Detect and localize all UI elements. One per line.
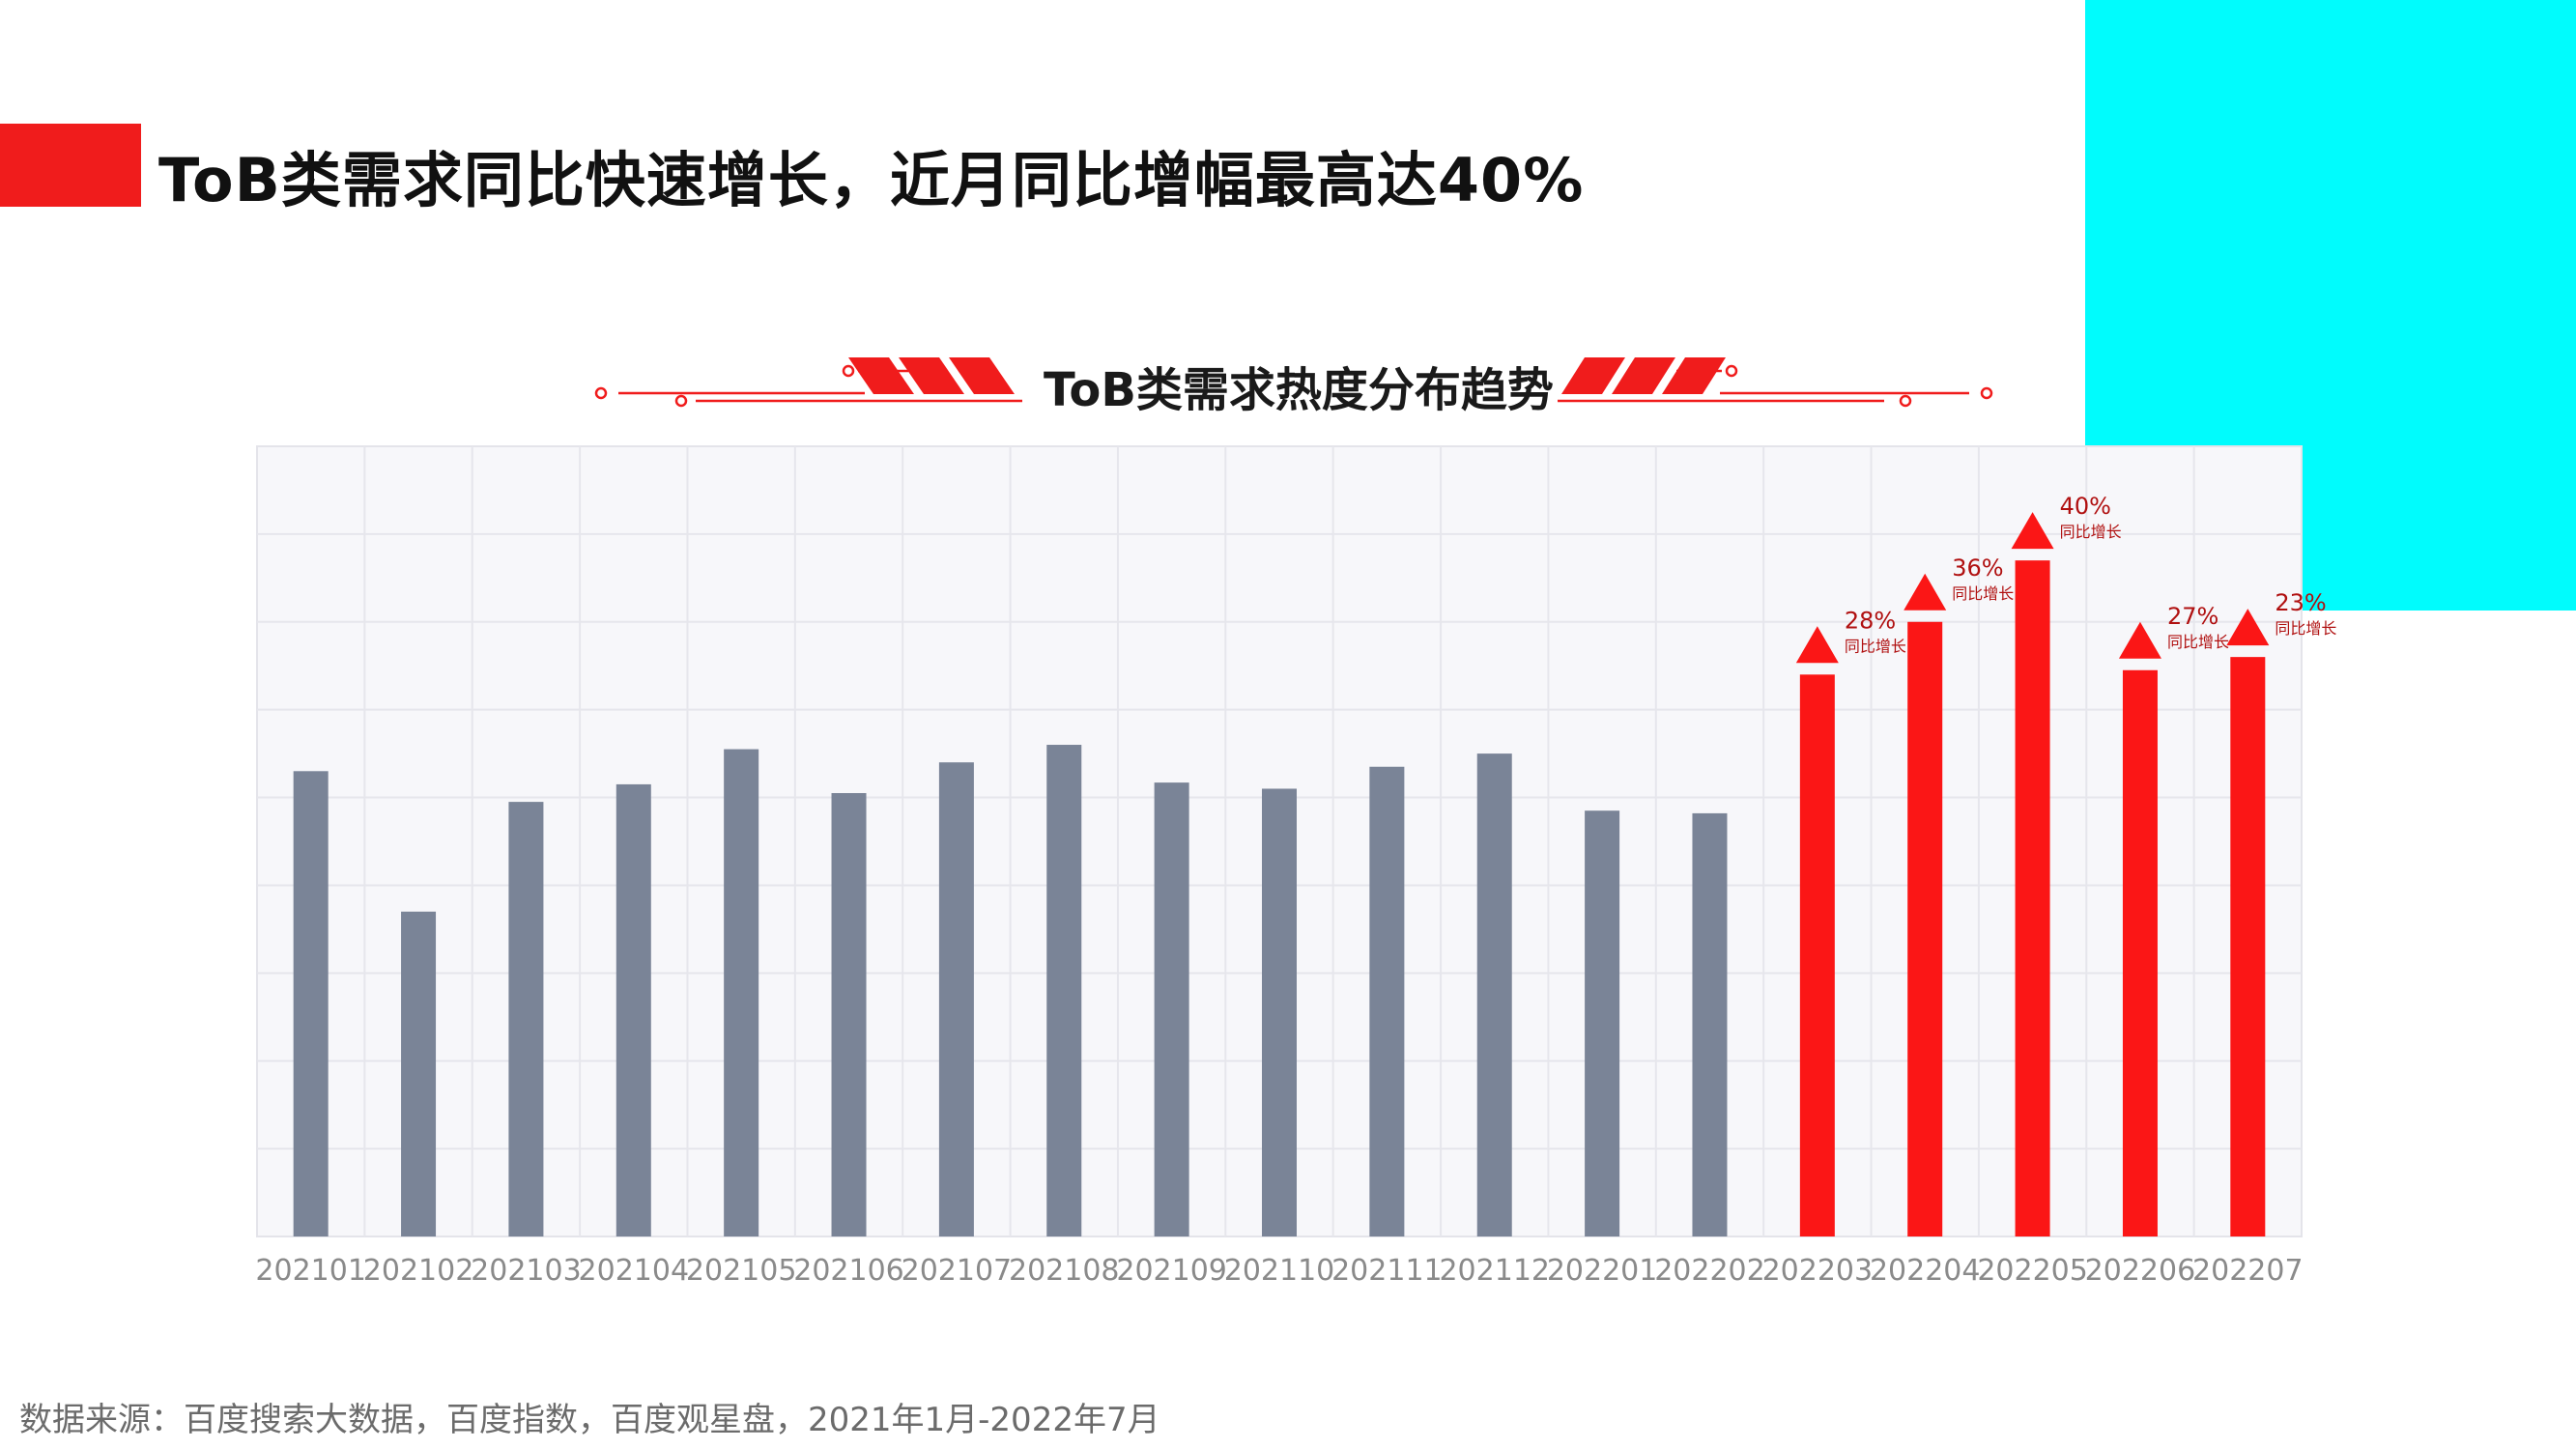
x-tick-label: 202105 (686, 1254, 797, 1288)
growth-percent-label: 36% (1952, 554, 2003, 582)
x-tick-label: 202103 (471, 1254, 582, 1288)
growth-note-label: 同比增长 (2275, 619, 2336, 638)
bar-202112 (1476, 753, 1512, 1236)
growth-arrow-202205 (2011, 512, 2054, 550)
title-accent-block (0, 124, 141, 207)
bar-202206 (2122, 669, 2158, 1236)
data-source-note: 数据来源：百度搜索大数据，百度指数，百度观星盘，2021年1月-2022年7月 (19, 1401, 1160, 1439)
chart-title: ToB类需求热度分布趋势 (1044, 363, 1554, 417)
growth-arrow-202206 (2118, 621, 2161, 659)
x-tick-label: 202207 (2192, 1254, 2304, 1288)
chart-title-decoration (594, 357, 1993, 408)
growth-percent-label: 23% (2275, 589, 2326, 616)
x-tick-label: 202205 (1977, 1254, 2088, 1288)
growth-percent-label: 27% (2167, 603, 2218, 630)
bar-202107 (938, 762, 974, 1236)
bar-202101 (293, 771, 329, 1236)
bar-202202 (1692, 812, 1728, 1236)
bar-202207 (2230, 657, 2266, 1236)
bar-202110 (1262, 788, 1297, 1236)
x-tick-label: 202104 (579, 1254, 690, 1288)
x-tick-label: 202102 (363, 1254, 474, 1288)
bar-202102 (401, 911, 437, 1236)
x-tick-label: 202112 (1439, 1254, 1550, 1288)
growth-percent-label: 40% (2060, 493, 2111, 520)
bar-202108 (1046, 745, 1082, 1236)
x-tick-label: 202106 (793, 1254, 904, 1288)
growth-percent-label: 28% (1845, 607, 1896, 634)
x-tick-label: 202107 (902, 1254, 1013, 1288)
growth-note-label: 同比增长 (1952, 584, 2014, 603)
growth-arrow-202207 (2226, 609, 2270, 646)
x-tick-label: 202204 (1870, 1254, 1981, 1288)
page-title: ToB类需求同比快速增长，近月同比增幅最高达40% (158, 145, 1585, 215)
bar-202201 (1585, 810, 1620, 1236)
bar-202106 (831, 793, 867, 1236)
bar-202111 (1369, 766, 1405, 1236)
x-tick-label: 202109 (1116, 1254, 1227, 1288)
growth-arrow-202204 (1903, 573, 1947, 611)
x-tick-label: 202101 (255, 1254, 366, 1288)
bar-202103 (508, 802, 544, 1236)
x-tick-label: 202108 (1009, 1254, 1120, 1288)
bar-202104 (615, 783, 651, 1236)
x-tick-label: 202203 (1762, 1254, 1874, 1288)
bar-202109 (1154, 782, 1189, 1236)
bar-202105 (724, 749, 759, 1236)
bar-202203 (1799, 674, 1835, 1236)
x-tick-label: 202206 (2085, 1254, 2196, 1288)
bar-chart: 2021012021022021032021042021052021062021… (255, 445, 2336, 1288)
bar-202205 (2015, 560, 2050, 1236)
growth-note-label: 同比增长 (2167, 633, 2229, 651)
x-tick-label: 202110 (1224, 1254, 1335, 1288)
x-tick-label: 202201 (1547, 1254, 1658, 1288)
growth-note-label: 同比增长 (1845, 637, 1906, 655)
bar-202204 (1907, 621, 1943, 1236)
growth-arrow-202203 (1795, 626, 1839, 664)
x-tick-label: 202111 (1331, 1254, 1443, 1288)
growth-note-label: 同比增长 (2060, 523, 2122, 541)
x-tick-label: 202202 (1654, 1254, 1765, 1288)
